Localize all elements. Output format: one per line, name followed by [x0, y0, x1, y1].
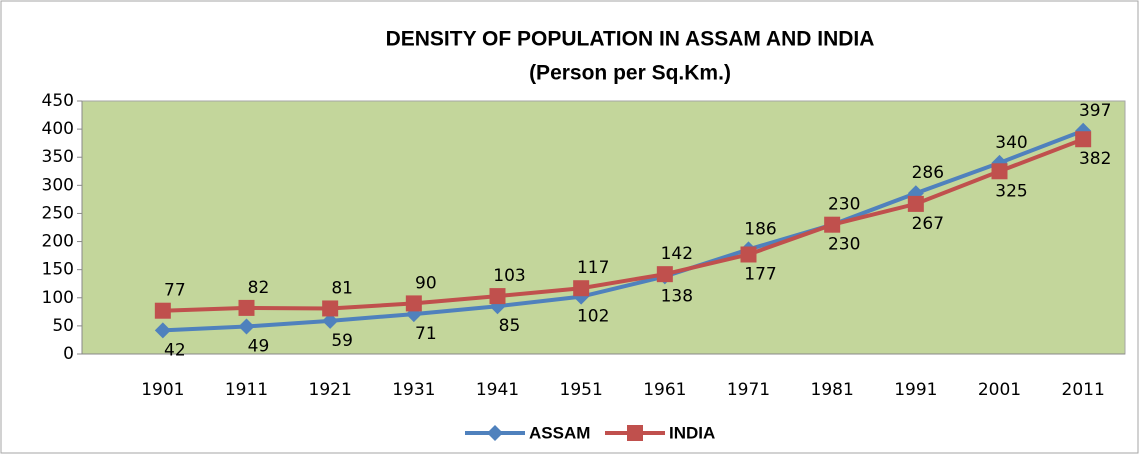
y-tick-label: 250 — [42, 203, 74, 223]
x-tick-label: 2011 — [1062, 380, 1105, 400]
data-label: 117 — [577, 258, 609, 278]
point — [238, 318, 255, 335]
data-label: 267 — [912, 214, 944, 234]
data-label: 82 — [248, 278, 270, 298]
data-label: 286 — [912, 163, 944, 183]
y-tick-label: 0 — [63, 344, 74, 364]
y-tick-label: 100 — [42, 288, 74, 308]
chart-subtitle: (Person per Sq.Km.) — [529, 62, 731, 85]
point — [627, 425, 643, 441]
point — [154, 302, 171, 319]
data-label: 90 — [415, 273, 437, 293]
y-tick-label: 200 — [42, 232, 74, 252]
point — [322, 300, 339, 317]
data-label: 142 — [661, 244, 693, 264]
point — [656, 266, 673, 283]
y-tick-label: 350 — [42, 147, 74, 167]
x-tick-label: 1911 — [225, 380, 268, 400]
data-label: 49 — [248, 336, 270, 356]
point — [573, 280, 590, 297]
data-label: 85 — [499, 316, 521, 336]
point — [991, 163, 1008, 180]
data-label: 81 — [331, 278, 353, 298]
point — [740, 246, 757, 263]
data-label: 325 — [995, 181, 1027, 201]
data-label: 186 — [744, 219, 776, 239]
y-tick-label: 450 — [42, 91, 74, 111]
x-tick-label: 1991 — [894, 380, 937, 400]
data-label: 382 — [1079, 149, 1111, 169]
point — [238, 299, 255, 316]
data-label: 230 — [828, 235, 860, 255]
x-tick-label: 1901 — [141, 380, 184, 400]
data-label: 397 — [1079, 101, 1111, 121]
data-label: 103 — [493, 266, 525, 286]
point — [1075, 131, 1092, 148]
point — [487, 425, 503, 441]
data-label: 71 — [415, 324, 437, 344]
y-tick-label: 300 — [42, 175, 74, 195]
data-label: 59 — [331, 331, 353, 351]
point — [322, 312, 339, 329]
x-tick-label: 1961 — [643, 380, 686, 400]
x-tick-label: 1951 — [560, 380, 603, 400]
series-line — [162, 137, 1084, 313]
data-label: 340 — [995, 133, 1027, 153]
point — [405, 295, 422, 312]
data-label: 138 — [661, 286, 693, 306]
legend-label: ASSAM — [529, 423, 590, 442]
chart-title: DENSITY OF POPULATION IN ASSAM AND INDIA — [386, 28, 875, 51]
data-label: 102 — [577, 307, 609, 327]
x-tick-label: 1921 — [309, 380, 352, 400]
data-label: 77 — [164, 281, 186, 301]
x-tick-label: 1941 — [476, 380, 519, 400]
data-label: 230 — [828, 195, 860, 215]
plot-area — [81, 100, 1126, 355]
x-tick-label: 1931 — [392, 380, 435, 400]
y-tick-label: 50 — [52, 316, 74, 336]
y-tick-label: 400 — [42, 119, 74, 139]
x-tick-label: 1971 — [727, 380, 770, 400]
data-label: 177 — [744, 264, 776, 284]
series-line — [162, 128, 1084, 333]
data-label: 42 — [164, 340, 186, 360]
point — [154, 322, 171, 339]
x-tick-label: 1981 — [811, 380, 854, 400]
y-tick-label: 150 — [42, 260, 74, 280]
point — [824, 216, 841, 233]
legend-label: INDIA — [669, 423, 715, 442]
x-tick-label: 2001 — [978, 380, 1021, 400]
point — [489, 288, 506, 305]
point — [907, 195, 924, 212]
